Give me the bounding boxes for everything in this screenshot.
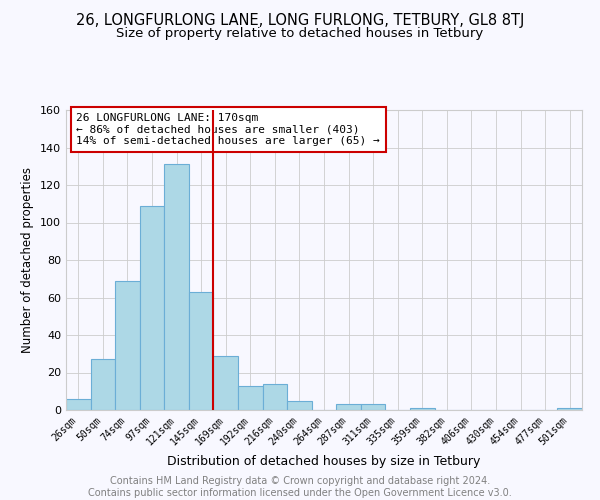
Text: Size of property relative to detached houses in Tetbury: Size of property relative to detached ho…: [116, 28, 484, 40]
Text: Contains HM Land Registry data © Crown copyright and database right 2024.
Contai: Contains HM Land Registry data © Crown c…: [88, 476, 512, 498]
Y-axis label: Number of detached properties: Number of detached properties: [22, 167, 34, 353]
Bar: [361, 404, 385, 410]
Bar: [164, 164, 189, 410]
Bar: [140, 206, 164, 410]
Bar: [263, 384, 287, 410]
Bar: [336, 404, 361, 410]
Bar: [410, 408, 434, 410]
Bar: [189, 292, 214, 410]
X-axis label: Distribution of detached houses by size in Tetbury: Distribution of detached houses by size …: [167, 455, 481, 468]
Bar: [91, 360, 115, 410]
Bar: [66, 399, 91, 410]
Bar: [557, 408, 582, 410]
Text: 26 LONGFURLONG LANE: 170sqm
← 86% of detached houses are smaller (403)
14% of se: 26 LONGFURLONG LANE: 170sqm ← 86% of det…: [76, 113, 380, 146]
Text: 26, LONGFURLONG LANE, LONG FURLONG, TETBURY, GL8 8TJ: 26, LONGFURLONG LANE, LONG FURLONG, TETB…: [76, 12, 524, 28]
Bar: [214, 356, 238, 410]
Bar: [287, 400, 312, 410]
Bar: [115, 280, 140, 410]
Bar: [238, 386, 263, 410]
